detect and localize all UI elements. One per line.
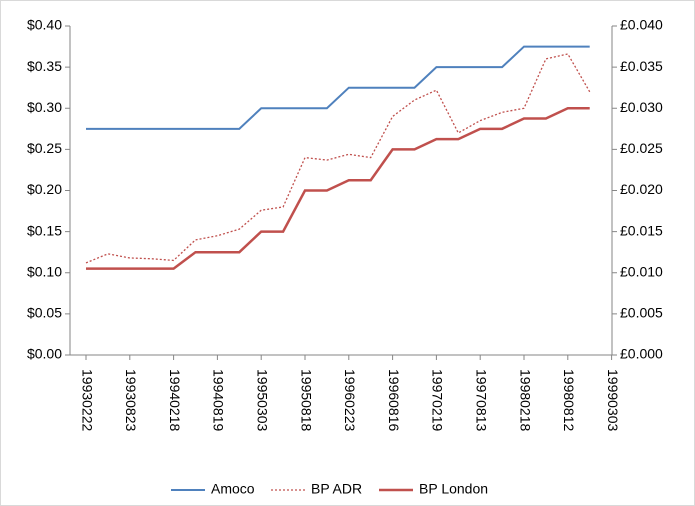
- y-tick-label: $0.20: [27, 181, 62, 197]
- x-tick-label: 19980218: [517, 369, 533, 432]
- x-tick-label: 19990303: [605, 369, 621, 432]
- y-tick-label: $0.35: [27, 58, 62, 74]
- y2-tick-label: £0.035: [620, 58, 663, 74]
- y2-tick-label: £0.000: [620, 346, 663, 362]
- y2-tick-label: £0.030: [620, 99, 663, 115]
- x-tick-label: 19960816: [386, 369, 402, 432]
- y2-tick-label: £0.005: [620, 305, 663, 321]
- series-line: [86, 45, 590, 130]
- x-tick-label: 19940218: [167, 369, 183, 432]
- x-tick-label: 19950818: [298, 369, 314, 432]
- y-tick-label: $0.15: [27, 222, 62, 238]
- x-tick-label: 19930222: [79, 369, 95, 432]
- y2-tick-label: £0.015: [620, 222, 663, 238]
- y2-tick-label: £0.010: [620, 263, 663, 279]
- series-line: [86, 107, 590, 270]
- x-tick-label: 19980812: [561, 369, 577, 432]
- y-tick-label: $0.10: [27, 263, 62, 279]
- x-tick-label: 19970219: [430, 369, 446, 432]
- legend-label: BP ADR: [311, 481, 362, 497]
- y2-tick-label: £0.025: [620, 140, 663, 156]
- y2-tick-label: £0.040: [620, 17, 663, 33]
- y-tick-label: $0.25: [27, 140, 62, 156]
- x-tick-label: 19970813: [473, 369, 489, 432]
- x-tick-label: 19940819: [211, 369, 227, 432]
- y-tick-label: $0.05: [27, 305, 62, 321]
- legend-label: BP London: [419, 481, 488, 497]
- x-tick-label: 19950303: [254, 369, 270, 432]
- legend-label: Amoco: [211, 481, 255, 497]
- y-tick-label: $0.30: [27, 99, 62, 115]
- y-tick-label: $0.40: [27, 17, 62, 33]
- x-tick-label: 19930823: [123, 369, 139, 432]
- y-tick-label: $0.00: [27, 346, 62, 362]
- y2-tick-label: £0.020: [620, 181, 663, 197]
- x-tick-label: 19960223: [342, 369, 358, 432]
